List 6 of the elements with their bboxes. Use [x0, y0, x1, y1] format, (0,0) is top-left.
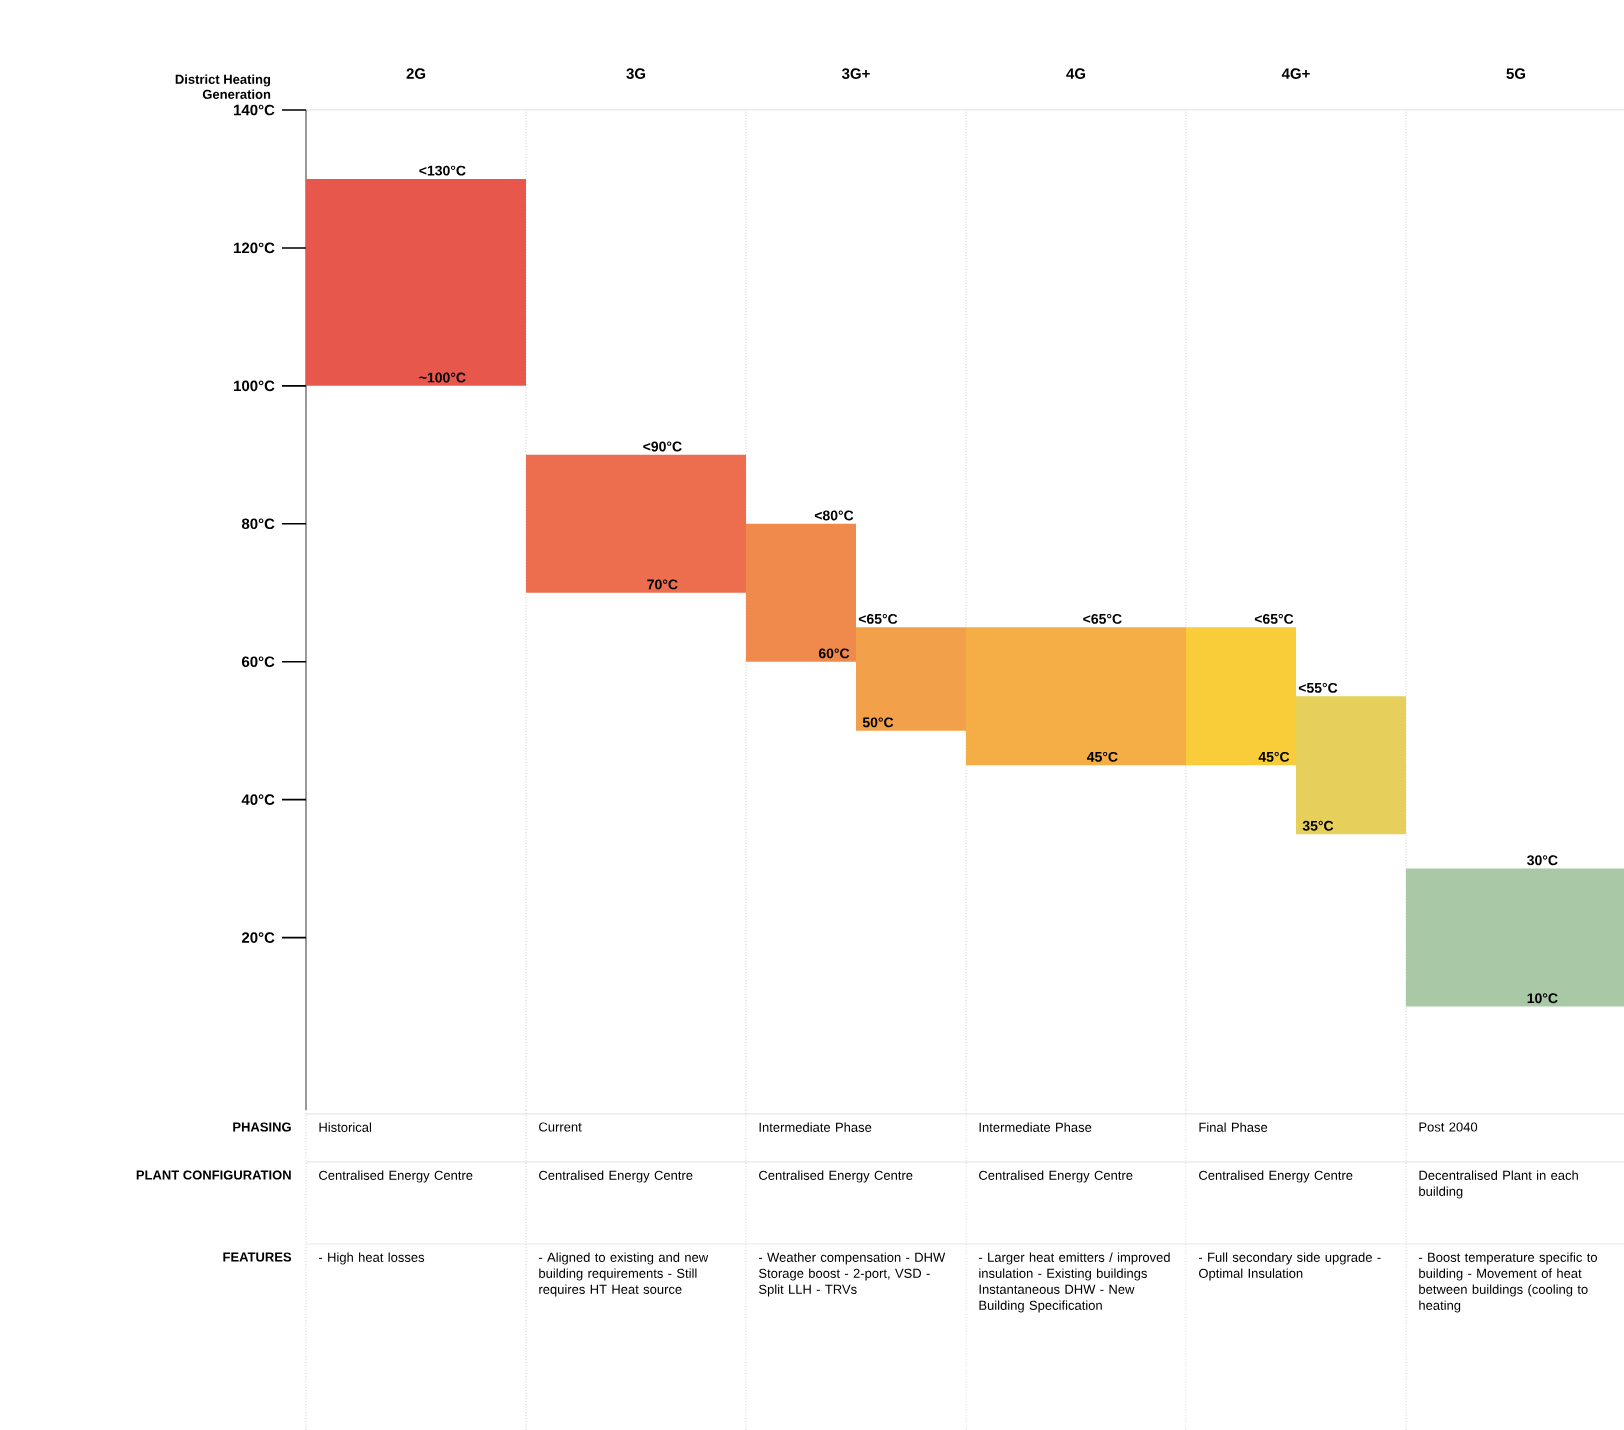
bar — [306, 178, 527, 386]
bar — [966, 627, 1186, 766]
bar — [1295, 696, 1406, 835]
bar — [526, 454, 746, 593]
bar — [1405, 868, 1624, 1007]
bar — [856, 627, 966, 731]
